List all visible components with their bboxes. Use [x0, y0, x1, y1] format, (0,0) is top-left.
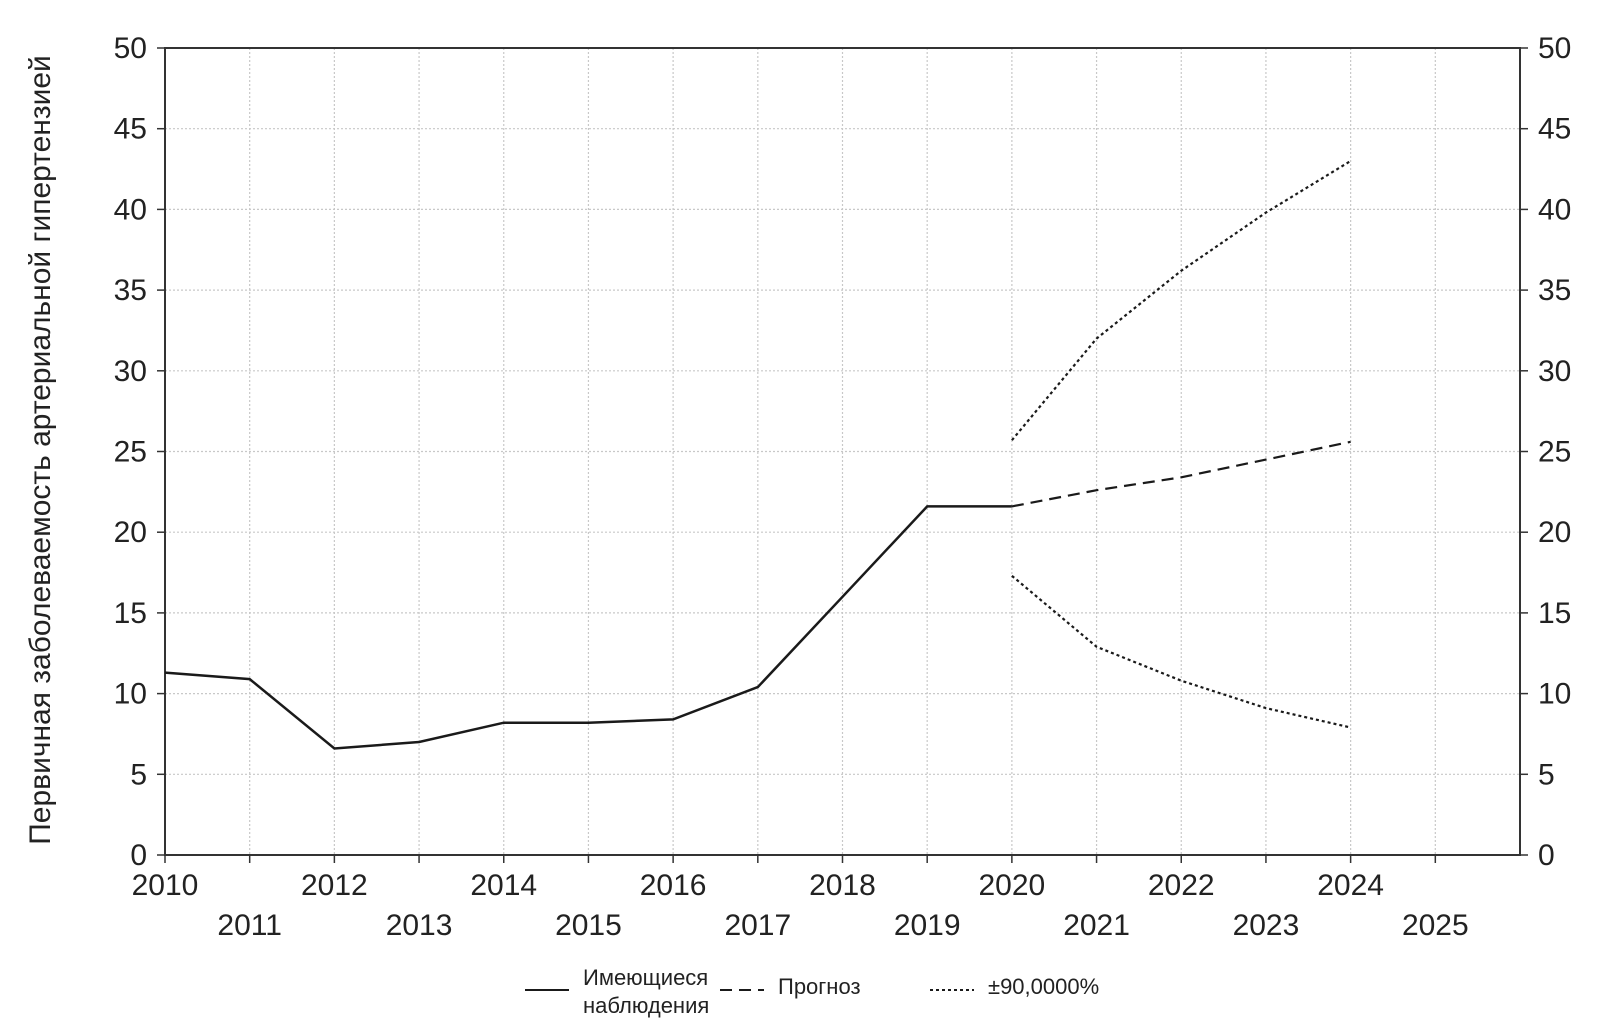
x-tick-label: 2025	[1402, 909, 1469, 942]
series-line-solid	[164, 505, 1012, 750]
series-line-dotted	[1011, 574, 1351, 729]
x-tick-label: 2018	[809, 869, 876, 902]
y-tick-label-left: 45	[114, 113, 147, 146]
grid-lines	[164, 47, 1520, 856]
x-tick-label: 2023	[1233, 909, 1300, 942]
x-tick-label: 2016	[640, 869, 707, 902]
y-tick-label-right: 40	[1538, 193, 1571, 226]
y-tick-label-right: 35	[1538, 274, 1571, 307]
x-tick-label: 2013	[386, 909, 453, 942]
y-tick-label-right: 15	[1538, 597, 1571, 630]
y-tick-label-left: 35	[114, 274, 147, 307]
x-tick-label: 2019	[894, 909, 961, 942]
x-tick-label: 2012	[301, 869, 368, 902]
y-tick-label-left: 50	[114, 32, 147, 65]
y-tick-label-left: 40	[114, 193, 147, 226]
legend: Имеющиеся наблюдения Прогноз ±90,0000%	[525, 965, 1099, 1018]
y-tick-label-right: 10	[1538, 678, 1571, 711]
x-tick-label: 2010	[132, 869, 199, 902]
x-tick-label: 2014	[470, 869, 537, 902]
x-tick-label: 2017	[724, 909, 791, 942]
x-ticks: 2010 2011 2012 2013 2014 2015 2016 2017 2018 2019…	[132, 855, 1469, 942]
y-tick-label-left: 15	[114, 597, 147, 630]
y-tick-label-left: 10	[114, 678, 147, 711]
x-tick-label: 2021	[1063, 909, 1130, 942]
x-tick-label: 2011	[217, 909, 282, 942]
series-line-dotted	[1011, 160, 1352, 441]
x-tick-label: 2015	[555, 909, 622, 942]
y-ticks-left: 0 5 10 15 20 25 30 35 40 45 50	[114, 32, 165, 872]
y-tick-label-right: 50	[1538, 32, 1571, 65]
y-ticks-right: 0 5 10 15 20 25 30 35 40 45 50	[1520, 32, 1571, 872]
series-lines	[164, 160, 1352, 750]
y-axis-label: Первичная заболеваемость артериальной ги…	[24, 55, 57, 845]
y-tick-label-right: 20	[1538, 516, 1571, 549]
y-tick-label-right: 0	[1538, 839, 1555, 872]
legend-label: Имеющиеся	[583, 965, 708, 990]
x-tick-label: 2020	[979, 869, 1046, 902]
y-tick-label-right: 5	[1538, 758, 1555, 791]
y-tick-label-right: 30	[1538, 355, 1571, 388]
y-tick-label-left: 20	[114, 516, 147, 549]
series-line-dashed	[1011, 440, 1351, 508]
legend-label: Прогноз	[778, 974, 861, 999]
legend-label: наблюдения	[583, 993, 709, 1018]
legend-label: ±90,0000%	[988, 974, 1099, 999]
y-tick-label-right: 45	[1538, 113, 1571, 146]
y-tick-label-left: 30	[114, 355, 147, 388]
y-tick-label-right: 25	[1538, 436, 1571, 469]
y-tick-label-left: 25	[114, 436, 147, 469]
y-tick-label-left: 5	[130, 758, 147, 791]
x-tick-label: 2024	[1317, 869, 1384, 902]
y-tick-label-left: 0	[130, 839, 147, 872]
x-tick-label: 2022	[1148, 869, 1215, 902]
